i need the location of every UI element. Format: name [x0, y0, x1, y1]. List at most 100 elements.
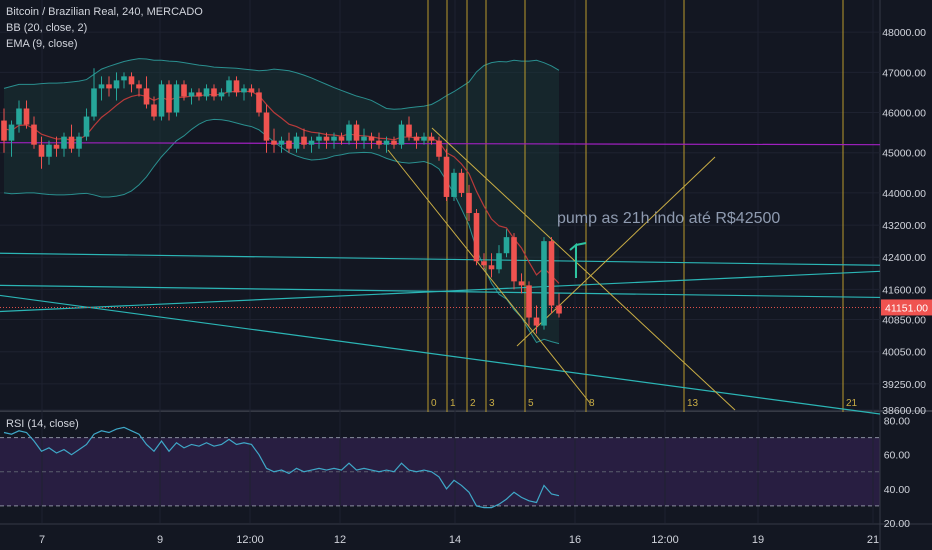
candle-body: [308, 140, 315, 145]
candle-body: [196, 92, 202, 97]
candle-body: [391, 140, 397, 145]
candle-body: [136, 84, 142, 89]
ema-indicator-label: EMA (9, close): [6, 38, 78, 50]
candle-body: [293, 136, 300, 149]
price-tick-label: 41600.00: [882, 284, 926, 296]
candle-body: [98, 84, 105, 89]
price-tick-label: 45000.00: [882, 148, 926, 160]
candle-body: [256, 92, 262, 113]
candle-body: [188, 92, 195, 97]
fib-time-label: 8: [589, 398, 595, 409]
candle-body: [503, 237, 510, 254]
candle-body: [1, 120, 7, 141]
candle-body: [8, 124, 15, 141]
price-tick-label: 40850.00: [882, 315, 926, 327]
candle-body: [466, 192, 472, 214]
price-tick-label: 38600.00: [882, 405, 926, 417]
candle-body: [31, 124, 37, 145]
bb-indicator-label: BB (20, close, 2): [6, 22, 88, 34]
candle-body: [526, 285, 532, 318]
candle-body: [376, 140, 382, 145]
candle-body: [496, 253, 502, 270]
time-tick-label: 12:00: [236, 534, 264, 546]
candle-body: [38, 144, 45, 157]
candle-body: [301, 136, 307, 145]
price-tick-label: 44000.00: [882, 188, 926, 200]
candle-body: [331, 136, 337, 141]
arrow-drawing: [569, 242, 587, 278]
candle-body: [488, 265, 495, 270]
candle-body: [158, 84, 165, 117]
price-tick-label: 46000.00: [882, 108, 926, 120]
candle-body: [286, 140, 292, 149]
rsi-tick-label: 80.00: [884, 416, 910, 428]
bb-fill: [4, 58, 559, 344]
fib-time-label: 13: [687, 398, 699, 409]
falling-trend-line: [0, 294, 881, 415]
candle-body: [271, 140, 277, 145]
candle-body: [556, 305, 562, 314]
time-tick-label: 9: [157, 534, 163, 546]
candle-body: [166, 84, 172, 113]
candle-body: [413, 136, 420, 141]
candle-body: [421, 136, 427, 141]
candle-body: [68, 136, 75, 149]
time-tick-label: 7: [39, 534, 45, 546]
price-tag-label: 41151.00: [885, 302, 928, 314]
price-tick-label: 39250.00: [882, 379, 926, 391]
candle-body: [23, 108, 30, 125]
ema-line: [3, 90, 560, 284]
candle-body: [383, 140, 390, 145]
channel-line-1: [387, 149, 591, 404]
candle-body: [473, 213, 480, 262]
rsi-legend[interactable]: RSI (14, close): [6, 418, 79, 431]
candle-body: [353, 124, 360, 141]
fib-time-label: 1: [450, 398, 456, 409]
time-tick-label: 19: [752, 534, 764, 546]
channel-line-2: [431, 127, 736, 411]
fib-time-label: 2: [470, 398, 476, 409]
candle-body: [226, 80, 232, 93]
candle-body: [218, 92, 225, 97]
rsi-tick-label: 20.00: [884, 518, 910, 530]
ema-legend[interactable]: EMA (9, close): [6, 38, 78, 51]
candle-body: [518, 281, 525, 286]
channel-line-3: [516, 156, 716, 347]
candle-body: [511, 237, 517, 282]
candle-body: [173, 84, 180, 113]
price-tick-label: 47000.00: [882, 67, 926, 79]
candle-body: [53, 144, 60, 149]
ema-path: [3, 90, 560, 284]
candle-body: [203, 88, 210, 97]
candle-body: [406, 124, 412, 137]
time-tick-label: 16: [569, 534, 581, 546]
candle-body: [458, 172, 465, 193]
rsi-tick-label: 60.00: [884, 450, 910, 462]
rsi-tick-label: 40.00: [884, 484, 910, 496]
candle-body: [316, 136, 322, 141]
candle-body: [241, 88, 247, 93]
rising-trend-line: [0, 270, 881, 313]
symbol-legend[interactable]: Bitcoin / Brazilian Real, 240, MERCADO: [6, 6, 203, 19]
price-tick-label: 43200.00: [882, 220, 926, 232]
candle-body: [451, 172, 457, 197]
candle-body: [46, 144, 52, 157]
candle-body: [263, 112, 270, 141]
price-tick-label: 42400.00: [882, 252, 926, 264]
candles: [1, 68, 562, 334]
trend-lines: [0, 127, 881, 415]
fib-time-label: 5: [528, 398, 534, 409]
bb-legend[interactable]: BB (20, close, 2): [6, 22, 87, 35]
price-axis: 48000.00 47000.00 46000.00 45000.00 44000.00…: [881, 27, 932, 530]
candle-body: [436, 140, 442, 157]
candle-body: [248, 88, 255, 93]
candle-body: [76, 136, 82, 149]
candle-body: [361, 136, 367, 141]
candle-body: [338, 136, 345, 141]
candle-body: [181, 84, 187, 97]
fib-time-label: 3: [489, 398, 495, 409]
time-tick-label: 12:00: [651, 534, 679, 546]
